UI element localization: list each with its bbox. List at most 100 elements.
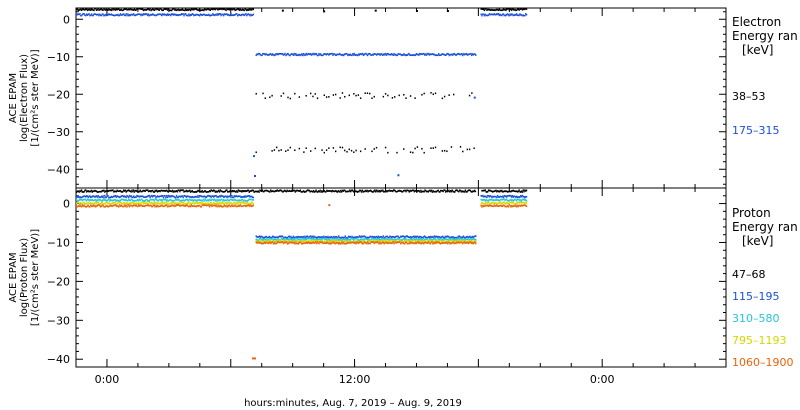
data-point <box>94 195 97 198</box>
data-point <box>113 7 115 10</box>
data-point <box>395 238 398 241</box>
data-point <box>217 8 219 11</box>
data-point <box>454 189 457 192</box>
data-point <box>252 204 255 207</box>
data-point <box>413 190 415 193</box>
data-point <box>317 190 320 192</box>
data-point <box>319 240 322 242</box>
data-point <box>293 238 295 241</box>
data-point <box>434 92 437 95</box>
data-point <box>241 13 243 16</box>
y-tick-label: −20 <box>47 275 70 288</box>
data-point <box>282 239 285 242</box>
data-point <box>339 237 342 239</box>
data-point <box>312 95 314 98</box>
data-point <box>262 238 265 241</box>
data-point <box>228 204 231 207</box>
data-point <box>276 242 278 244</box>
data-point <box>140 14 142 17</box>
data-point <box>272 190 274 192</box>
data-point <box>504 8 506 11</box>
data-point <box>521 14 524 17</box>
data-point <box>275 190 278 192</box>
data-point <box>393 238 395 241</box>
data-point <box>471 92 473 94</box>
data-point <box>187 202 189 204</box>
data-point <box>409 151 412 153</box>
data-point <box>511 190 514 192</box>
data-point <box>209 190 212 193</box>
data-point <box>146 189 148 192</box>
data-point <box>209 204 212 206</box>
data-point <box>119 205 122 207</box>
data-point <box>241 198 243 201</box>
data-point <box>205 203 207 205</box>
data-point <box>309 190 311 193</box>
data-point <box>109 8 111 11</box>
data-point <box>263 190 265 193</box>
data-point <box>229 202 231 204</box>
data-point <box>84 189 86 192</box>
data-point <box>180 9 182 11</box>
data-point <box>140 204 142 207</box>
data-point <box>485 14 487 17</box>
legend-title-line: Energy ran <box>732 29 798 43</box>
data-point <box>115 14 118 16</box>
data-point <box>276 236 278 238</box>
data-point <box>346 239 348 241</box>
data-point <box>193 205 195 207</box>
data-point <box>130 191 132 193</box>
data-point <box>378 242 380 245</box>
data-point <box>422 236 424 239</box>
data-point <box>287 240 290 242</box>
data-point <box>364 190 366 193</box>
data-point <box>198 7 201 10</box>
data-point <box>99 199 102 201</box>
data-point <box>340 241 342 243</box>
data-point <box>414 238 417 241</box>
data-point <box>454 53 456 56</box>
data-point <box>224 201 226 204</box>
data-point <box>184 204 186 207</box>
legend-title-line: [keV] <box>742 43 773 57</box>
data-point <box>408 52 410 55</box>
y-tick-label: −10 <box>47 51 70 64</box>
data-point <box>167 194 170 197</box>
data-point <box>250 189 253 192</box>
data-point <box>442 236 445 239</box>
data-point <box>221 202 223 205</box>
data-point <box>390 242 392 245</box>
data-point <box>202 202 204 204</box>
data-point <box>146 195 148 198</box>
data-point <box>294 191 297 193</box>
data-point <box>319 189 321 192</box>
data-point <box>433 240 436 243</box>
data-point <box>189 205 192 208</box>
data-point <box>344 149 346 152</box>
data-point <box>465 241 467 244</box>
data-point <box>501 9 504 12</box>
data-point <box>353 242 356 244</box>
data-point <box>141 8 143 11</box>
data-point <box>281 235 283 238</box>
data-point <box>142 13 145 15</box>
data-point <box>321 149 323 151</box>
data-point <box>347 237 349 239</box>
data-point <box>146 199 149 202</box>
data-point <box>365 241 367 243</box>
data-point <box>491 196 493 199</box>
data-point <box>307 237 309 240</box>
y-tick-label: 0 <box>63 13 70 26</box>
data-point <box>468 189 471 192</box>
data-point <box>109 203 111 205</box>
data-point <box>393 189 396 192</box>
data-point <box>329 239 332 242</box>
data-point <box>127 204 129 206</box>
data-point <box>143 196 146 198</box>
data-point <box>142 205 144 207</box>
data-point <box>408 240 410 242</box>
data-point <box>448 237 451 240</box>
data-point <box>181 199 184 202</box>
data-point <box>418 52 421 55</box>
data-point <box>471 235 474 238</box>
